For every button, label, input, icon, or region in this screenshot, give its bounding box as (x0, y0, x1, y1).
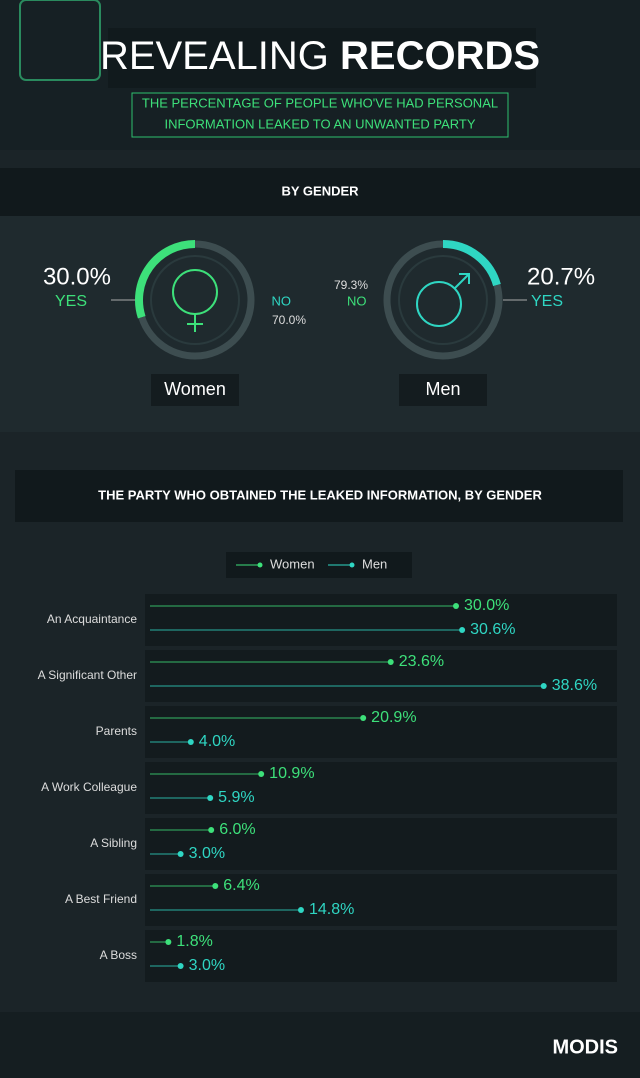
lollipop-dot (258, 771, 265, 777)
category-label: An Acquaintance (47, 612, 137, 626)
donut-title: Women (164, 379, 226, 399)
category-label: Parents (96, 724, 137, 738)
value-label: 20.9% (371, 709, 416, 726)
legend-label: Men (362, 556, 387, 571)
yes-label: YES (531, 293, 563, 310)
donut-title: Men (425, 379, 460, 399)
category-label: A Sibling (90, 836, 137, 850)
lollipop-dot (177, 851, 184, 857)
section-bar (0, 168, 640, 216)
row-panel (145, 762, 617, 814)
donut-segment (138, 240, 255, 360)
yes-value: 30.0% (43, 263, 111, 290)
yes-value: 20.7% (527, 263, 595, 290)
donut-segment (383, 240, 503, 360)
value-label: 38.6% (552, 677, 597, 694)
row-panel (145, 874, 617, 926)
footer-bg (0, 1012, 640, 1078)
value-label: 3.0% (189, 957, 225, 974)
value-label: 14.8% (309, 901, 354, 918)
value-label: 6.0% (219, 821, 255, 838)
category-label: A Significant Other (38, 668, 137, 682)
gender-panel (0, 216, 640, 432)
female-symbol (187, 314, 203, 332)
legend-dot (349, 562, 355, 568)
donut-label-box (151, 374, 239, 406)
lollipop-dot (297, 907, 304, 913)
donut-segment (442, 240, 501, 287)
donut-segment (135, 240, 196, 319)
row-panel (145, 818, 617, 870)
no-value: 70.0% (272, 313, 306, 327)
category-label: A Work Colleague (41, 780, 137, 794)
lollipop-dot (208, 827, 215, 833)
chart-title-bar (15, 470, 623, 522)
value-label: 23.6% (399, 653, 444, 670)
title-box (108, 28, 536, 88)
section-title: BY GENDER (281, 183, 359, 198)
male-symbol (416, 281, 462, 327)
donut-label-box (399, 374, 487, 406)
subtitle: INFORMATION LEAKED TO AN UNWANTED PARTY (164, 116, 475, 131)
value-label: 30.6% (470, 621, 515, 638)
value-label: 3.0% (189, 845, 225, 862)
lollipop-dot (540, 683, 547, 689)
row-panel (145, 706, 617, 758)
legend-label: Women (270, 556, 315, 571)
title-part: REVEALING (100, 34, 329, 78)
lollipop-dot (360, 715, 367, 721)
lock-icon (19, 0, 101, 81)
no-label: NO (272, 293, 292, 308)
category-label: A Boss (100, 948, 137, 962)
row-panel (145, 594, 617, 646)
value-label: 1.8% (176, 933, 212, 950)
value-label: 4.0% (199, 733, 235, 750)
value-label: 6.4% (223, 877, 259, 894)
lollipop-dot (177, 963, 184, 969)
chart-title: THE PARTY WHO OBTAINED THE LEAKED INFORM… (98, 487, 542, 502)
yes-label: YES (55, 293, 87, 310)
value-label: 5.9% (218, 789, 254, 806)
subtitle-box (131, 92, 509, 138)
brand: MODIS (552, 1036, 618, 1058)
subtitle: THE PERCENTAGE OF PEOPLE WHO'VE HAD PERS… (142, 95, 498, 110)
title: REVEALING RECORDS (100, 34, 540, 78)
male-symbol (454, 273, 470, 289)
lollipop-dot (212, 883, 219, 889)
no-label: NO (347, 293, 367, 308)
lollipop-dot (165, 939, 172, 945)
inner-ring (398, 255, 488, 345)
title-part: RECORDS (340, 34, 540, 78)
inner-ring (150, 255, 240, 345)
no-value: 79.3% (334, 278, 368, 292)
category-label: A Best Friend (65, 892, 137, 906)
row-panel (145, 650, 617, 702)
lollipop-dot (207, 795, 214, 801)
lollipop-dot (187, 739, 194, 745)
legend-dot (257, 562, 263, 568)
value-label: 10.9% (269, 765, 314, 782)
lollipop-dot (459, 627, 466, 633)
lollipop-dot (453, 603, 459, 609)
lollipop-dot (387, 659, 394, 665)
value-label: 30.0% (464, 597, 509, 614)
row-panel (145, 930, 617, 982)
